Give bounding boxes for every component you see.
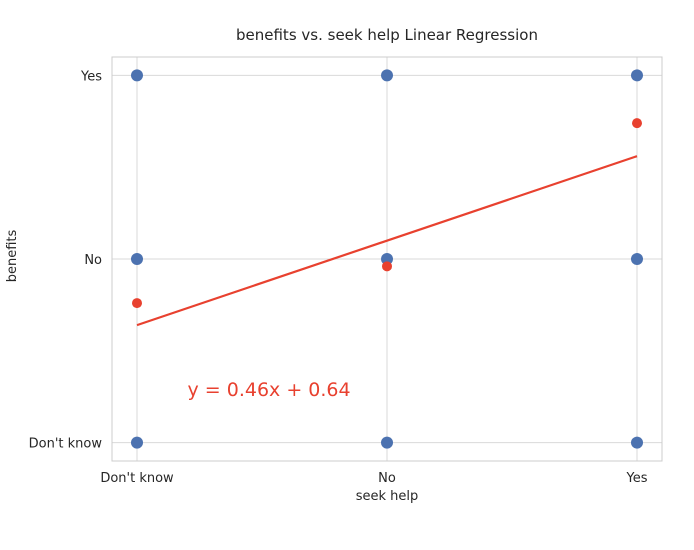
x-tick-label: Don't know [100,471,174,486]
x-axis-label: seek help [356,489,419,504]
regression-layer [136,155,638,327]
observation-point [131,253,143,265]
observation-point [381,253,393,265]
x-tick-label: Yes [626,471,648,486]
y-tick-label: Yes [80,69,102,84]
observation-point [131,69,143,82]
tick-labels: Don't know No Yes Don't know No Yes [29,69,648,486]
group-mean-point [382,261,392,272]
regression-line [136,155,638,327]
observation-point [631,69,643,82]
observation-point [381,69,393,82]
points-layer [131,69,643,449]
observation-point [631,253,643,265]
chart-title: benefits vs. seek help Linear Regression [236,26,538,44]
y-tick-label: No [84,253,102,268]
y-axis-label: benefits [5,230,20,283]
group-mean-point [632,118,642,129]
observation-point [631,436,643,449]
regression-equation: y = 0.46x + 0.64 [188,379,351,401]
group-mean-point [132,298,142,309]
x-tick-label: No [378,471,396,486]
y-tick-label: Don't know [29,437,103,452]
observation-point [381,436,393,449]
plot-area-frame [111,56,663,462]
observation-point [131,436,143,449]
